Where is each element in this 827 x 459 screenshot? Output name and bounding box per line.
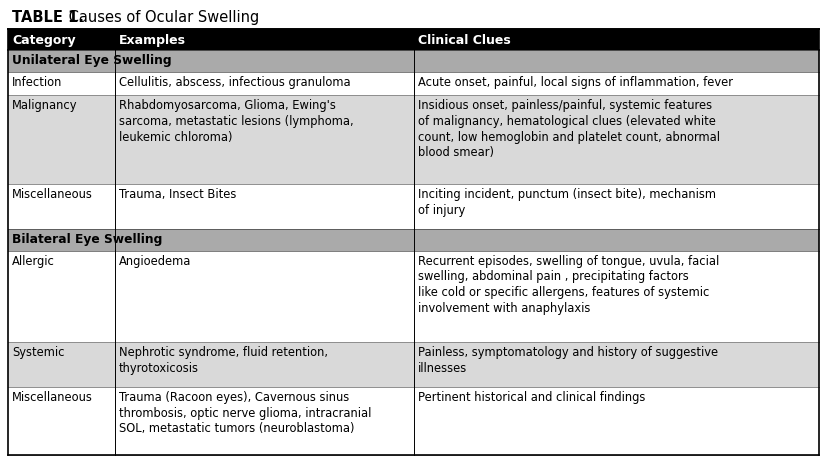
Bar (115, 251, 414, 342)
Bar (8, 185, 115, 230)
Text: Nephrotic syndrome, fluid retention,
thyrotoxicosis: Nephrotic syndrome, fluid retention, thy… (119, 345, 328, 374)
Text: Painless, symptomatology and history of suggestive
illnesses: Painless, symptomatology and history of … (418, 345, 718, 374)
Bar (8, 73, 115, 96)
Bar (8, 251, 115, 342)
Bar (8, 30, 115, 51)
Text: Malignancy: Malignancy (12, 99, 78, 112)
Text: Recurrent episodes, swelling of tongue, uvula, facial
swelling, abdominal pain ,: Recurrent episodes, swelling of tongue, … (418, 254, 719, 314)
Bar (8, 342, 115, 387)
Text: Rhabdomyosarcoma, Glioma, Ewing's
sarcoma, metastatic lesions (lymphoma,
leukemi: Rhabdomyosarcoma, Glioma, Ewing's sarcom… (119, 99, 354, 143)
Text: Trauma (Racoon eyes), Cavernous sinus
thrombosis, optic nerve glioma, intracrani: Trauma (Racoon eyes), Cavernous sinus th… (119, 390, 371, 435)
Bar (115, 30, 414, 51)
Bar (115, 342, 414, 387)
Bar (414, 30, 819, 51)
Text: Infection: Infection (12, 75, 62, 89)
Text: Miscellaneous: Miscellaneous (12, 390, 93, 403)
Bar (8, 387, 115, 455)
Bar (414, 251, 819, 342)
Text: Examples: Examples (119, 34, 186, 47)
Text: Inciting incident, punctum (insect bite), mechanism
of injury: Inciting incident, punctum (insect bite)… (418, 188, 715, 217)
Text: Cellulitis, abscess, infectious granuloma: Cellulitis, abscess, infectious granulom… (119, 75, 351, 89)
Text: Systemic: Systemic (12, 345, 65, 358)
Text: Trauma, Insect Bites: Trauma, Insect Bites (119, 188, 237, 201)
Bar (115, 185, 414, 230)
Bar (414, 96, 819, 185)
Bar (414, 387, 819, 455)
Text: Miscellaneous: Miscellaneous (12, 188, 93, 201)
Text: Causes of Ocular Swelling: Causes of Ocular Swelling (64, 10, 259, 25)
Text: Angioedema: Angioedema (119, 254, 191, 267)
Bar (115, 387, 414, 455)
Text: Pertinent historical and clinical findings: Pertinent historical and clinical findin… (418, 390, 645, 403)
Text: Insidious onset, painless/painful, systemic features
of malignancy, hematologica: Insidious onset, painless/painful, syste… (418, 99, 719, 159)
Bar (8, 230, 819, 251)
Bar (414, 185, 819, 230)
Text: Category: Category (12, 34, 75, 47)
Text: Allergic: Allergic (12, 254, 55, 267)
Bar (8, 96, 115, 185)
Text: TABLE 1.: TABLE 1. (12, 10, 84, 25)
Bar (115, 73, 414, 96)
Bar (115, 96, 414, 185)
Bar (414, 342, 819, 387)
Text: Bilateral Eye Swelling: Bilateral Eye Swelling (12, 233, 162, 246)
Text: Clinical Clues: Clinical Clues (418, 34, 510, 47)
Bar (414, 73, 819, 96)
Text: Acute onset, painful, local signs of inflammation, fever: Acute onset, painful, local signs of inf… (418, 75, 733, 89)
Text: Unilateral Eye Swelling: Unilateral Eye Swelling (12, 54, 172, 67)
Bar (8, 51, 819, 73)
